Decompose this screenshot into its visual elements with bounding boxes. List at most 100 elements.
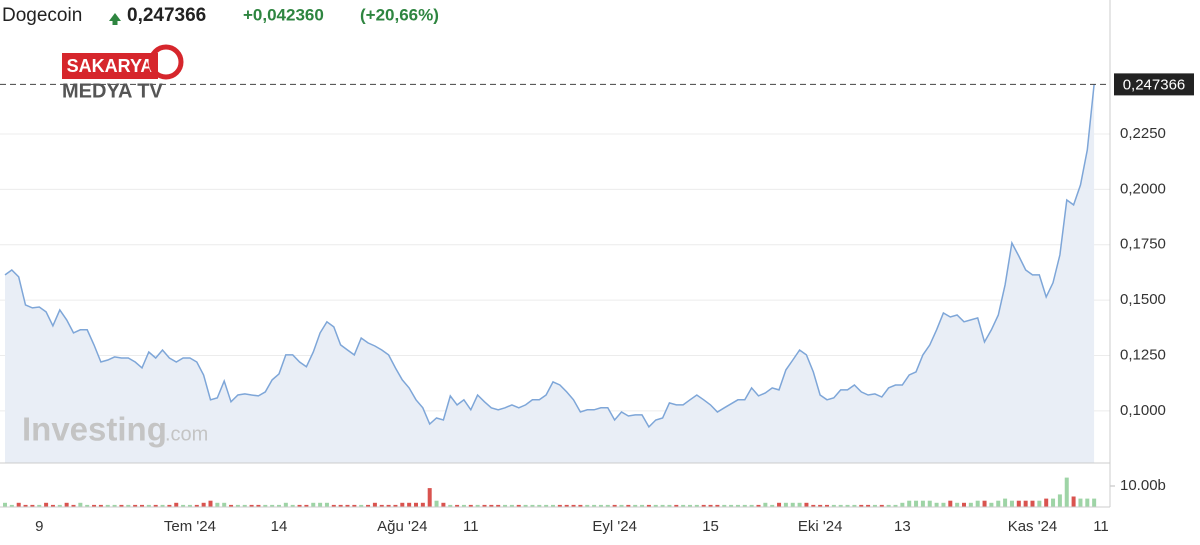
volume-bar [811,504,816,507]
volume-bar [366,504,371,507]
volume-bar [893,504,898,507]
volume-bar [50,504,55,507]
volume-bar [975,500,980,507]
volume-bar [934,502,939,507]
volume-bar [489,504,494,507]
volume-bar [140,504,144,507]
volume-bar [126,504,131,507]
volume-bar [441,502,446,507]
x-tick-label: 15 [702,518,719,535]
volume-bar [920,500,925,507]
volume-bar [1003,498,1008,507]
volume-bar [962,502,966,507]
volume-bar [434,500,439,507]
volume-bar [23,504,28,507]
volume-bar [852,504,857,507]
volume-bar [352,504,357,507]
volume-bar [756,504,761,507]
volume-bar [153,504,158,507]
logo-globe [148,44,184,80]
volume-bar [235,504,240,507]
volume-bar [872,504,877,507]
volume-bar [331,504,336,507]
volume-bar [208,500,213,507]
volume-bar [181,504,186,507]
volume-bar [694,504,699,507]
volume-bar [996,500,1001,507]
x-tick-label: Tem '24 [164,518,216,535]
header-price: 0,247366 [127,5,206,26]
header-change-percent: (+20,66%) [360,5,439,24]
logo-bottom: MEDYA TV [62,80,163,102]
volume-bar [571,504,576,507]
volume-bar [927,500,932,507]
volume-bar [578,504,583,507]
volume-bar [1057,494,1062,507]
volume-bar [667,504,672,507]
volume-bar [646,504,651,507]
y-tick-label: 0,1500 [1120,291,1166,308]
volume-bar [420,502,425,507]
watermark: Investing [22,411,167,448]
volume-bar [215,502,220,507]
volume-bar [304,504,309,507]
volume-bar [626,504,631,507]
volume-bar [763,502,768,507]
x-tick-label: Ağu '24 [377,518,427,535]
up-arrow [109,13,121,25]
volume-bar [242,504,247,507]
x-tick-label: Eki '24 [798,518,843,535]
volume-bar [1016,500,1021,507]
volume-bar [1030,500,1035,507]
volume-bar [1023,500,1028,507]
volume-bar [64,502,69,507]
volume-bar [187,504,192,507]
volume-bar [605,504,610,507]
volume-bar [311,502,316,507]
volume-bar [229,504,234,507]
volume-bar [907,500,912,507]
volume-bar [427,488,432,507]
y-tick-label: 0,1750 [1120,236,1166,253]
volume-bar [338,504,343,507]
volume-bar [530,504,535,507]
volume-bar [44,502,49,507]
volume-bar [270,504,275,507]
volume-bar [92,504,97,507]
volume-bar [729,504,734,507]
volume-bar [503,504,508,507]
volume-bar [37,504,42,507]
volume-bar [448,504,453,507]
x-tick-label: 13 [894,518,911,535]
volume-bar [71,504,76,507]
volume-bar [1064,477,1069,507]
volume-bar [318,502,323,507]
logo-top: SAKARYA [67,56,154,76]
volume-bar [1071,496,1076,507]
volume-bar [324,502,329,507]
volume-bar [509,504,514,507]
logo-box [62,53,158,79]
volume-tick-label: 10.00b [1120,477,1166,494]
x-tick-label: 11 [1093,518,1109,535]
volume-bar [592,504,597,507]
volume-bar [461,504,466,507]
volume-bar [735,504,740,507]
volume-bar [1009,500,1014,507]
volume-bar [941,502,946,507]
volume-bar [1085,498,1090,507]
volume-bar [551,504,555,507]
volume-bar [78,502,83,507]
volume-bar [98,504,103,507]
volume-bar [85,504,90,507]
volume-bar [290,504,295,507]
volume-bar [160,504,165,507]
last-price-tag [1114,73,1194,96]
volume-bar [742,504,747,507]
volume-bar [879,504,884,507]
volume-bar [619,504,624,507]
volume-bar [119,504,124,507]
volume-bar [544,504,549,507]
